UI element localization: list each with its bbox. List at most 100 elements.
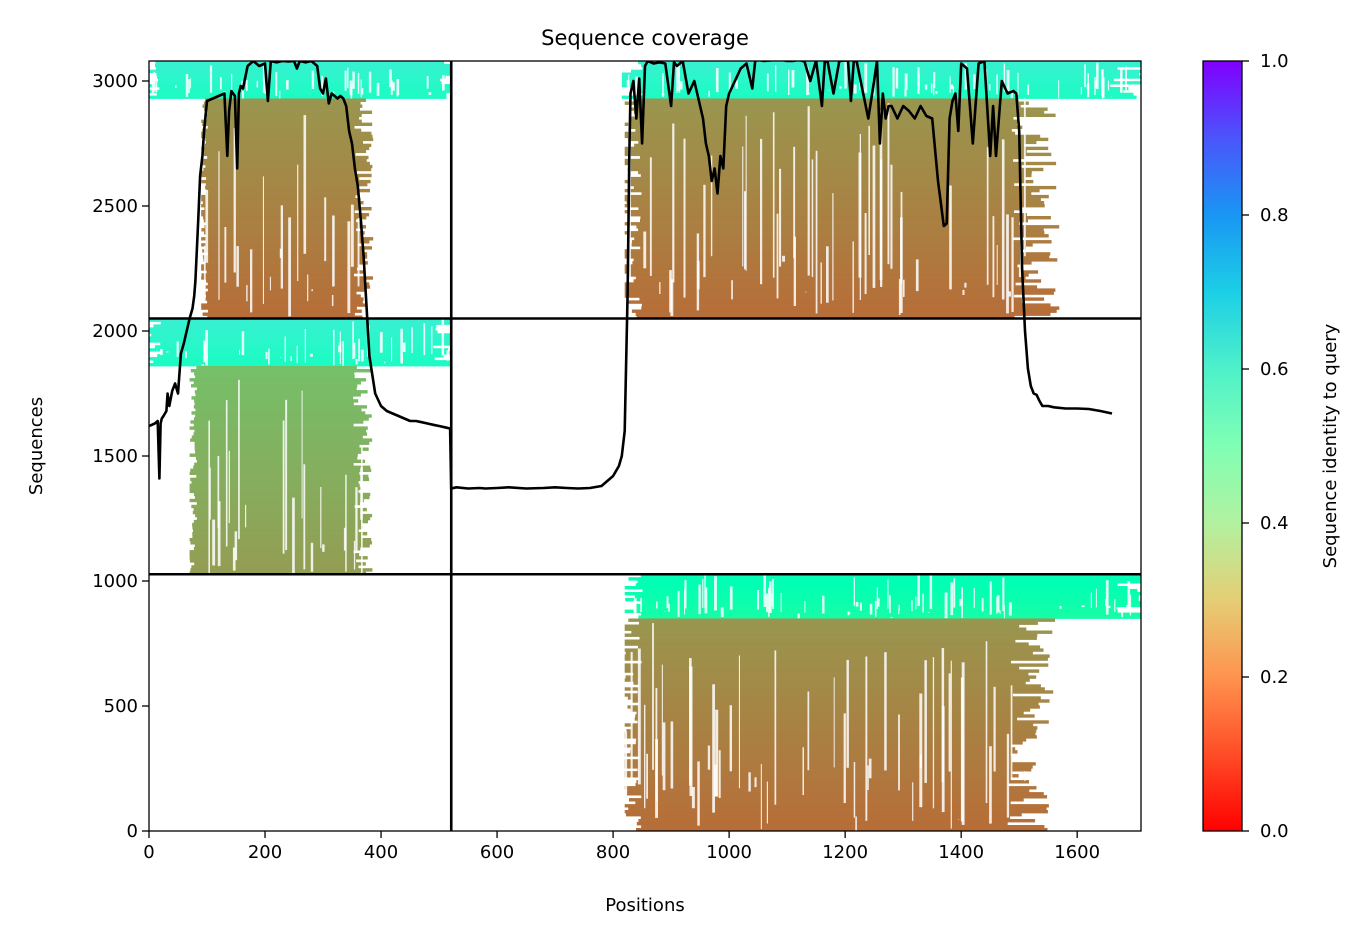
coverage-row: [625, 804, 1049, 807]
coverage-gap: [229, 451, 230, 523]
coverage-gap: [703, 185, 705, 277]
coverage-row: [194, 429, 366, 432]
coverage-gap: [190, 78, 191, 88]
coverage-row: [195, 445, 360, 448]
coverage-row: [625, 189, 1040, 192]
coverage-row: [157, 93, 447, 96]
coverage-gap: [358, 218, 360, 286]
coverage-gap: [391, 81, 393, 95]
coverage-gap: [663, 722, 666, 790]
coverage-row: [632, 310, 1057, 313]
coverage-row: [194, 399, 358, 402]
coverage-row: [639, 622, 1038, 625]
coverage-row: [642, 303, 1051, 306]
coverage-row: [206, 177, 359, 180]
coverage-gap: [692, 787, 695, 808]
coverage-row: [208, 310, 362, 313]
coverage-row: [625, 774, 1019, 777]
coverage-row: [640, 219, 1028, 222]
coverage-gap: [1120, 69, 1123, 93]
coverage-row: [638, 690, 1054, 693]
coverage-row: [190, 568, 372, 571]
coverage-row: [641, 64, 1141, 67]
coverage-row: [149, 336, 451, 339]
coverage-gap: [667, 596, 669, 608]
coverage-row: [625, 678, 1030, 681]
coverage-gap: [447, 350, 450, 360]
coverage-gap: [162, 349, 163, 355]
coverage-gap: [779, 169, 781, 267]
coverage-row: [625, 255, 1050, 258]
coverage-row: [625, 592, 1141, 595]
coverage-row: [641, 613, 1141, 616]
coverage-gap: [905, 74, 908, 90]
coverage-row: [192, 481, 359, 484]
coverage-row: [637, 711, 1024, 714]
coverage-gap: [873, 146, 876, 288]
coverage-gap: [638, 649, 641, 785]
coverage-gap: [166, 351, 168, 352]
coverage-row: [206, 192, 359, 195]
coverage-row: [206, 294, 361, 297]
coverage-gap: [994, 687, 996, 772]
coverage-gap: [185, 351, 186, 354]
coverage-gap: [793, 147, 795, 258]
coverage-gap: [246, 80, 248, 91]
coverage-gap: [202, 364, 205, 365]
coverage-gap: [708, 746, 710, 770]
coverage-gap: [340, 332, 341, 364]
coverage-gap: [782, 256, 785, 262]
coverage-row: [206, 183, 368, 186]
coverage-row: [628, 234, 1048, 237]
coverage-gap: [286, 80, 289, 89]
coverage-gap: [1105, 599, 1107, 606]
coverage-gap: [755, 777, 757, 787]
coverage-gap: [915, 597, 916, 610]
coverage-gap: [875, 601, 877, 617]
coverage-gap: [281, 205, 283, 288]
coverage-gap: [358, 73, 360, 94]
coverage-row: [195, 448, 369, 451]
coverage-row: [625, 648, 1044, 651]
coverage-row: [625, 642, 1029, 645]
coverage-gap: [205, 190, 208, 263]
coverage-gap: [1084, 64, 1086, 87]
coverage-gap: [625, 731, 627, 801]
coverage-gap: [812, 159, 814, 277]
coverage-row: [625, 210, 1014, 213]
coverage-gap: [775, 650, 777, 804]
x-tick-label: 0: [143, 842, 154, 863]
coverage-row: [642, 660, 1012, 663]
coverage-row: [190, 472, 360, 475]
coverage-gap: [757, 590, 759, 610]
coverage-gap: [351, 205, 354, 267]
coverage-row: [640, 156, 1025, 159]
coverage-gap: [1121, 608, 1123, 617]
coverage-row: [196, 475, 368, 478]
coverage-row: [628, 619, 1055, 622]
coverage-band-2-0: [149, 319, 451, 367]
coverage-row: [625, 102, 1029, 105]
coverage-gap: [322, 544, 325, 551]
coverage-gap: [283, 421, 285, 554]
coverage-gap: [848, 612, 850, 616]
colorbar-tick-label: 0.2: [1260, 667, 1289, 688]
coverage-row: [638, 580, 1141, 583]
coverage-row: [625, 135, 1040, 138]
coverage-row: [203, 258, 363, 261]
y-tick-label: 0: [127, 821, 138, 842]
coverage-gap: [662, 665, 663, 776]
coverage-row: [190, 556, 368, 559]
coverage-row: [626, 792, 1044, 795]
coverage-row: [203, 201, 364, 204]
coverage-row: [625, 657, 1048, 660]
coverage-gap: [333, 330, 335, 365]
coverage-gap: [676, 67, 677, 91]
coverage-row: [190, 469, 371, 472]
coverage-row: [205, 297, 364, 300]
coverage-gap: [1125, 67, 1127, 91]
coverage-row: [634, 279, 1042, 282]
x-tick-label: 600: [480, 842, 514, 863]
coverage-row: [192, 396, 354, 399]
coverage-gap: [821, 263, 822, 304]
